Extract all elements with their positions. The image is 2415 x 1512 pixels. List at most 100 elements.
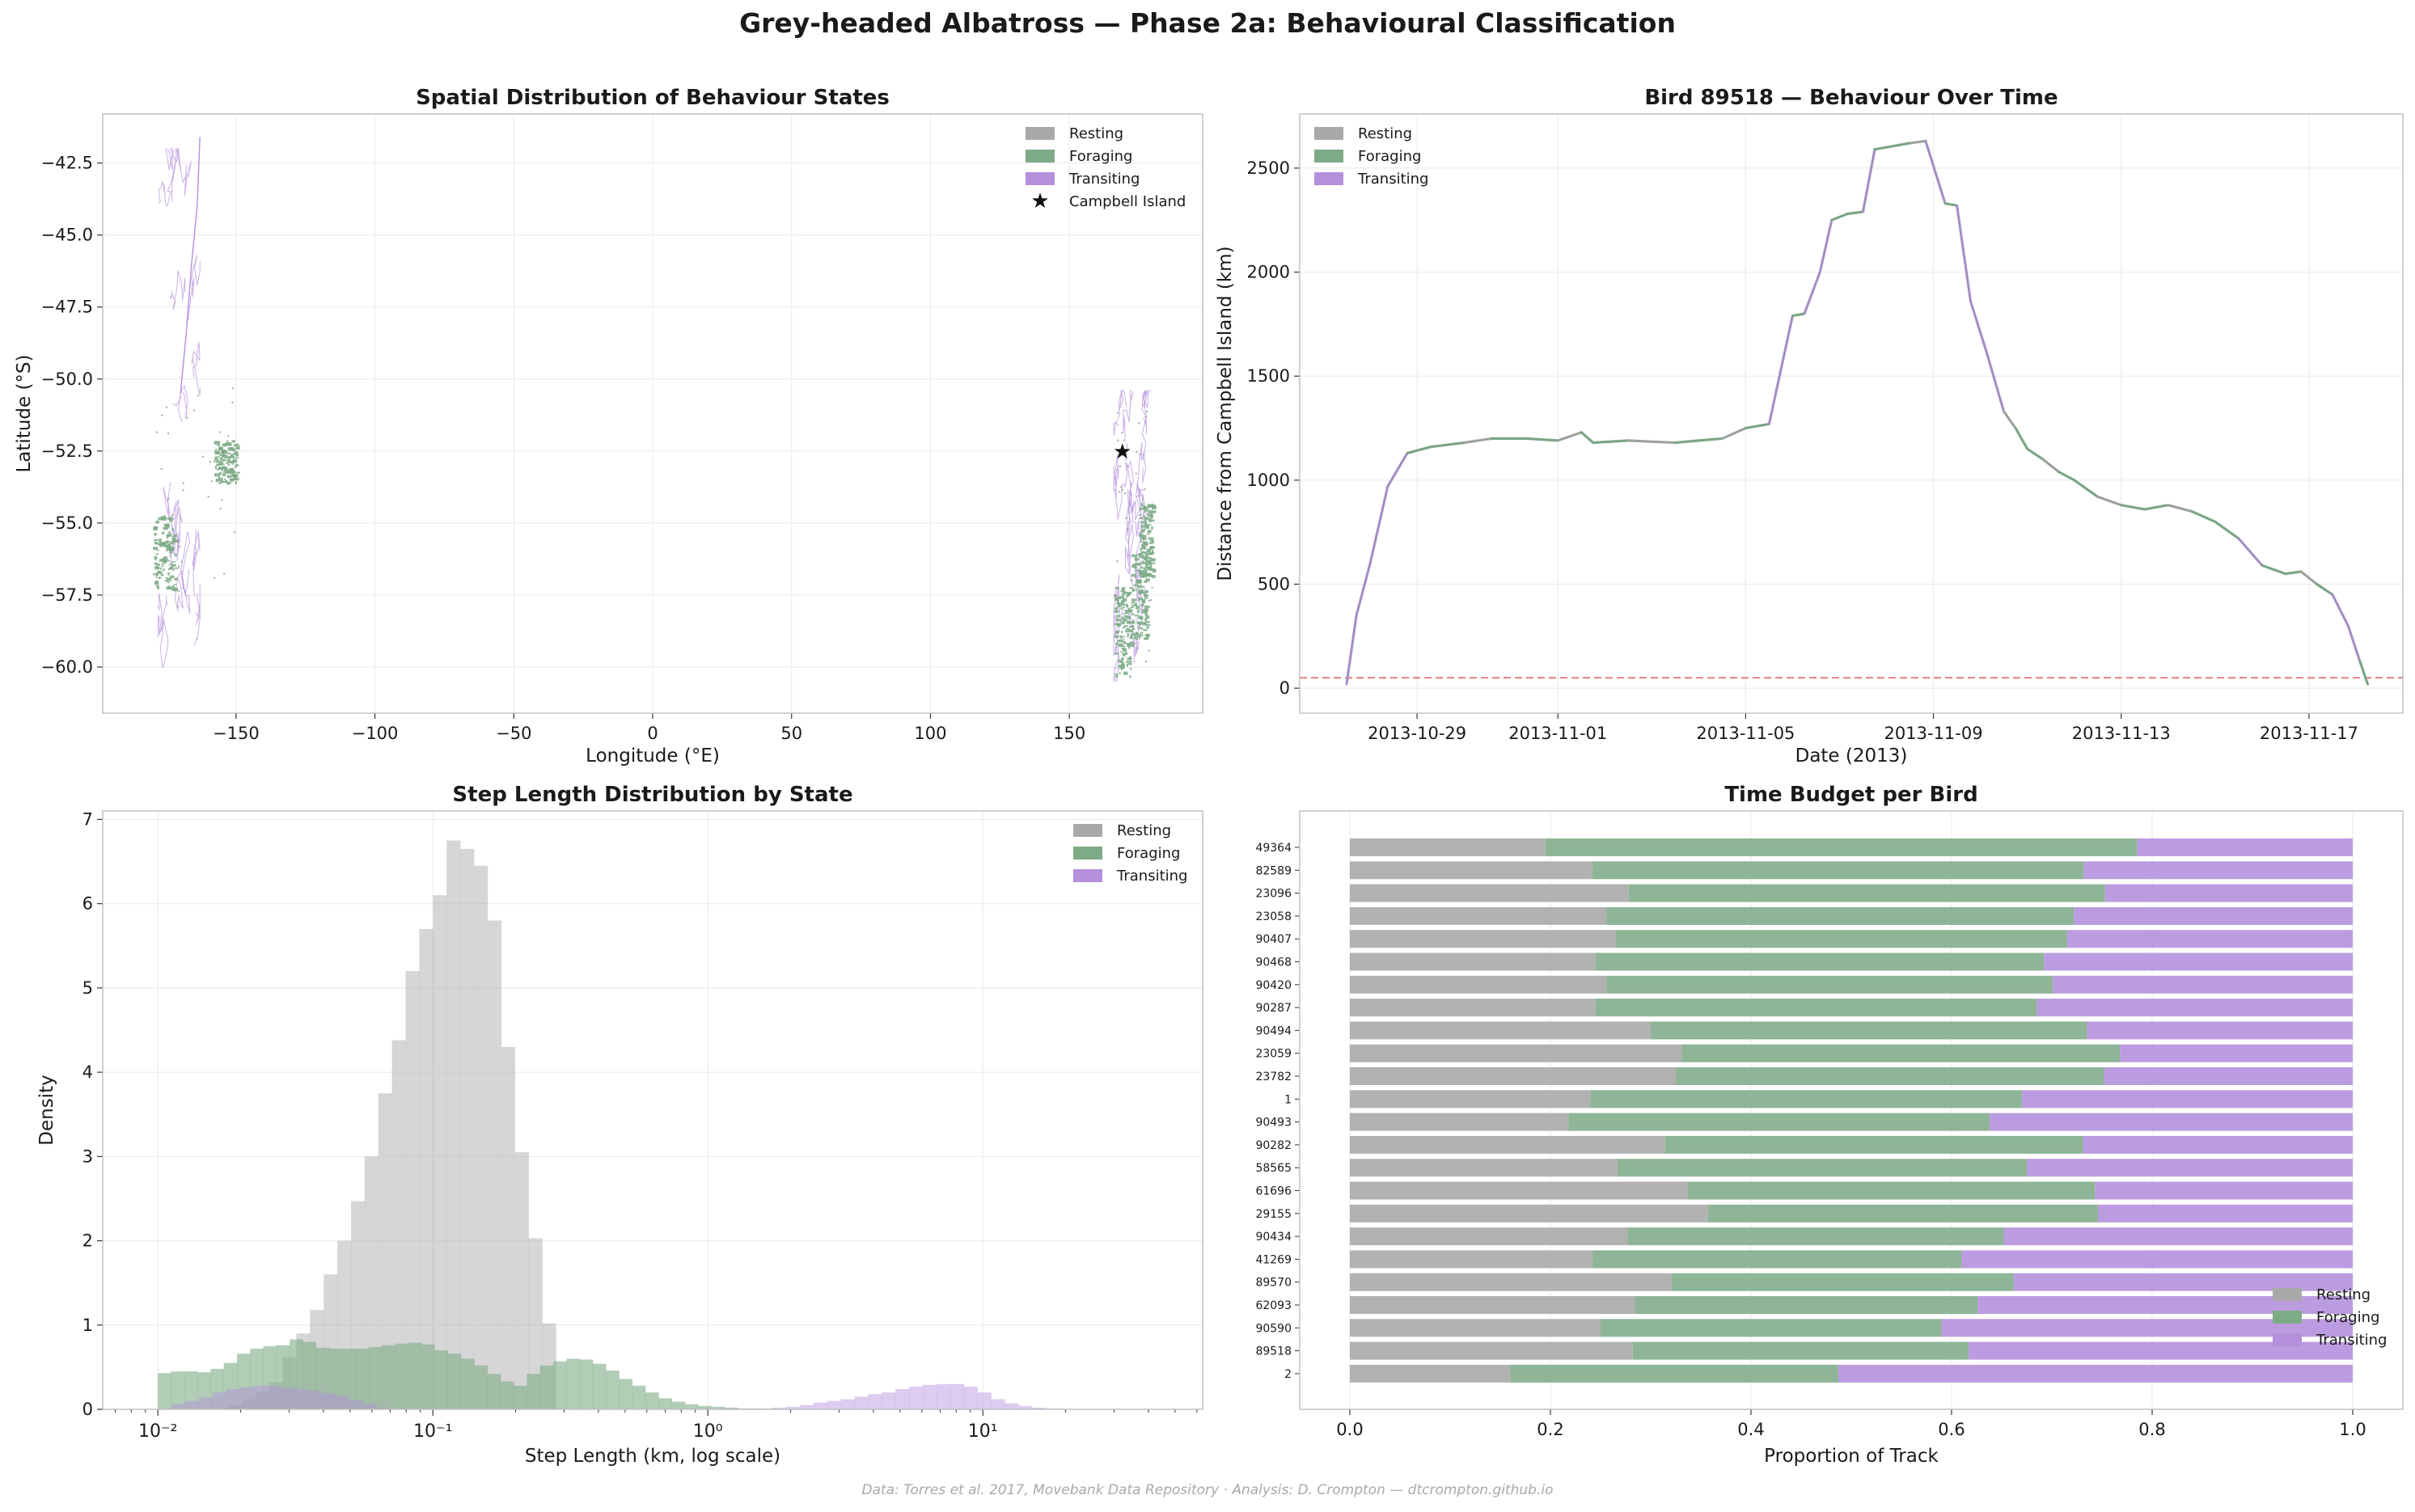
budget-title: Time Budget per Bird [1724, 783, 1977, 807]
spatial-foraging-point [1123, 606, 1125, 609]
spatial-foraging-point [1144, 606, 1148, 610]
spatial-foraging-point [235, 446, 240, 450]
spatial-foraging-point [164, 560, 168, 563]
spatial-foraging-point [161, 574, 163, 577]
steps-bar-transiting [212, 1392, 227, 1409]
spatial-foraging-point [173, 537, 176, 540]
spatial-foraging-point [1117, 640, 1121, 642]
budget-bird-label: 90420 [1255, 979, 1292, 992]
spatial-foraging-point [1144, 557, 1146, 561]
spatial-resting-point [1121, 431, 1123, 434]
spatial-transiting-track [169, 270, 186, 311]
spatial-ytick-label: −57.5 [41, 585, 93, 605]
spatial-foraging-point [173, 534, 177, 537]
spatial-foraging-point [219, 454, 222, 456]
spatial-transiting-track [1113, 452, 1119, 492]
spatial-foraging-point [1149, 539, 1154, 543]
spatial-frame [102, 113, 1203, 714]
spatial-foraging-point [1135, 562, 1139, 566]
spatial-foraging-point [1140, 562, 1146, 564]
spatial-transiting-track [1114, 443, 1128, 520]
spatial-foraging-point [214, 472, 218, 477]
spatial-foraging-point [153, 526, 159, 530]
spatial-foraging-point [1136, 632, 1138, 636]
spatial-foraging-point [1141, 529, 1146, 531]
spatial-foraging-point [1152, 551, 1154, 554]
spatial-resting-point [223, 572, 226, 575]
budget-bar-transiting [2021, 1090, 2353, 1109]
budget-legend-swatch [2273, 1288, 2302, 1301]
spatial-xtick-label: 100 [914, 724, 946, 743]
spatial-resting-point [192, 409, 196, 412]
spatial-xtick-label: 0 [647, 724, 658, 743]
spatial-foraging-point [1126, 660, 1131, 663]
spatial-foraging-point [1121, 663, 1125, 666]
spatial-foraging-point [1120, 596, 1125, 599]
steps-ytick-label: 4 [82, 1062, 93, 1082]
spatial-foraging-point [218, 463, 222, 466]
spatial-foraging-point [1140, 579, 1143, 584]
spatial-foraging-point [233, 476, 237, 480]
budget-bar-transiting [1977, 1296, 2353, 1314]
budget-bar-resting [1350, 838, 1546, 856]
spatial-foraging-point [154, 581, 157, 585]
spatial-foraging-point [1149, 519, 1155, 522]
spatial-foraging-point [1122, 665, 1125, 669]
budget-bar-resting [1350, 1341, 1633, 1360]
spatial-foraging-point [1144, 518, 1147, 522]
spatial-resting-point [1127, 465, 1129, 467]
spatial-foraging-point [1130, 667, 1132, 670]
steps-bar-transiting [226, 1388, 240, 1409]
spatial-foraging-point [164, 527, 168, 530]
spatial-foraging-point [1151, 549, 1154, 551]
spatial-foraging-point [229, 469, 234, 472]
spatial-foraging-point [1148, 518, 1152, 522]
steps-bar-resting [528, 1238, 543, 1409]
spatial-foraging-point [153, 538, 159, 542]
spatial-foraging-point [231, 440, 236, 443]
spatial-foraging-point [1143, 571, 1148, 574]
budget-bar-foraging [1632, 1341, 1969, 1360]
spatial-foraging-point [1127, 592, 1131, 596]
steps-bar-foraging [671, 1401, 686, 1409]
spatial-foraging-point [1147, 524, 1152, 526]
spatial-foraging-point [154, 562, 158, 565]
spatial-foraging-point [214, 457, 218, 459]
spatial-foraging-point [1132, 601, 1136, 603]
spatial-resting-point [1119, 465, 1122, 467]
steps-bar-foraging [711, 1406, 725, 1409]
spatial-transiting-track [165, 147, 182, 171]
spatial-foraging-point [1144, 596, 1148, 599]
budget-bar-transiting [2087, 1021, 2353, 1040]
spatial-foraging-point [171, 528, 175, 531]
spatial-transiting-track [1141, 390, 1152, 484]
spatial-foraging-point [1141, 546, 1147, 550]
spatial-foraging-point [159, 559, 163, 562]
budget-legend-label: Transiting [2316, 1332, 2387, 1349]
spatial-transiting-track [191, 341, 201, 395]
spatial-resting-point [1136, 451, 1138, 454]
spatial-foraging-point [217, 468, 219, 471]
spatial-resting-point [161, 414, 163, 416]
spatial-transiting-track [171, 148, 192, 202]
spatial-foraging-point [1116, 615, 1121, 618]
steps-bar-transiting [963, 1386, 978, 1409]
budget-legend-swatch [2273, 1333, 2302, 1346]
steps-legend-label: Foraging [1117, 845, 1180, 862]
spatial-resting-point [167, 560, 171, 563]
budget-bar-foraging [1595, 952, 2045, 971]
spatial-foraging-point [1140, 521, 1144, 523]
spatial-foraging-point [227, 447, 231, 451]
spatial-resting-point [171, 513, 174, 517]
spatial-foraging-point [1130, 634, 1133, 638]
steps-bar-transiting [895, 1388, 910, 1409]
spatial-resting-point [179, 545, 181, 548]
spatial-foraging-point [1143, 593, 1146, 597]
spatial-foraging-point [1144, 555, 1148, 558]
spatial-resting-point [177, 565, 180, 568]
spatial-foraging-point [1136, 579, 1141, 583]
budget-bar-resting [1350, 1227, 1628, 1246]
spatial-resting-point [1148, 599, 1151, 602]
spatial-foraging-point [214, 458, 218, 460]
spatial-foraging-point [1140, 589, 1144, 592]
